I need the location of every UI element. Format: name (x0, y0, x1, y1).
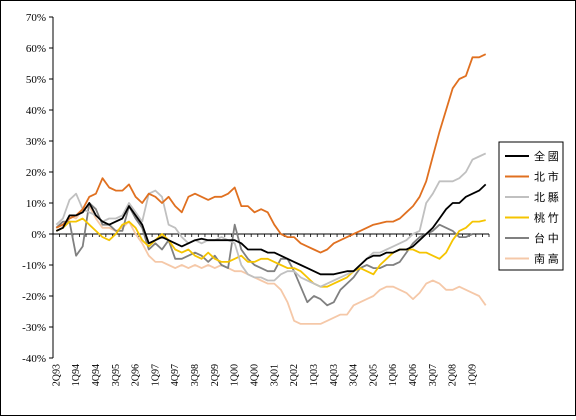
x-tick-label: 2Q99 (210, 364, 221, 386)
y-axis-ticks: -40% -30% -20% -10% 0% 10% 20% 30% 40% 50% 60% 70% (22, 12, 53, 365)
x-tick-label: 1Q03 (309, 364, 320, 386)
x-tick-label: 1Q94 (71, 364, 82, 386)
x-tick-label: 2Q93 (51, 364, 62, 386)
legend-label: 桃 竹 (534, 211, 559, 225)
x-tick-label: 3Q04 (349, 364, 360, 386)
x-tick-label: 3Q01 (269, 364, 280, 386)
x-tick-label: 4Q00 (249, 364, 260, 386)
y-tick-label: 60% (26, 43, 46, 55)
y-tick-label: -20% (22, 291, 46, 303)
x-axis-ticks: 2Q93 1Q94 4Q94 3Q95 2Q96 1Q97 4Q97 3Q98 2Q99 1Q00… (51, 234, 490, 386)
legend-box (498, 141, 564, 271)
y-tick-label: 30% (26, 136, 46, 148)
y-tick-label: 70% (26, 12, 46, 24)
y-tick-label: 20% (26, 167, 46, 179)
x-tick-label: 1Q06 (388, 364, 399, 386)
legend-label: 全 國 (534, 149, 559, 163)
x-tick-label: 2Q02 (289, 364, 300, 386)
legend: 全 國北 市北 縣桃 竹台 中南 高 (498, 141, 564, 271)
series-line (55, 53, 487, 254)
x-tick-label: 4Q97 (170, 364, 181, 386)
x-tick-label: 1Q97 (150, 364, 161, 386)
x-tick-label: 3Q07 (428, 364, 439, 386)
y-tick-label: 10% (26, 198, 46, 210)
x-tick-label: 2Q05 (368, 364, 379, 386)
y-tick-label: 50% (26, 74, 46, 86)
y-tick-label: -10% (22, 260, 46, 272)
x-tick-label: 3Q98 (190, 364, 201, 386)
y-tick-label: -40% (22, 353, 46, 365)
series-line (55, 202, 473, 307)
x-tick-label: 1Q00 (230, 364, 241, 386)
x-tick-label: 4Q06 (408, 364, 419, 386)
series-line (55, 183, 487, 276)
x-tick-label: 3Q95 (111, 364, 122, 386)
series-line (55, 217, 486, 288)
x-tick-label: 1Q09 (467, 364, 478, 386)
y-tick-label: 40% (26, 105, 46, 117)
legend-label: 北 縣 (534, 191, 559, 204)
legend-label: 南 高 (534, 252, 559, 266)
x-tick-label: 4Q94 (91, 364, 102, 386)
series-lines (55, 53, 487, 325)
series-line (55, 152, 487, 288)
legend-label: 北 市 (534, 170, 559, 184)
x-tick-label: 2Q08 (448, 364, 459, 386)
y-tick-label: -30% (22, 322, 46, 334)
legend-label: 台 中 (534, 231, 559, 245)
x-tick-label: 4Q03 (329, 364, 340, 386)
y-tick-label: 0% (31, 229, 46, 241)
x-tick-label: 2Q96 (131, 364, 142, 386)
